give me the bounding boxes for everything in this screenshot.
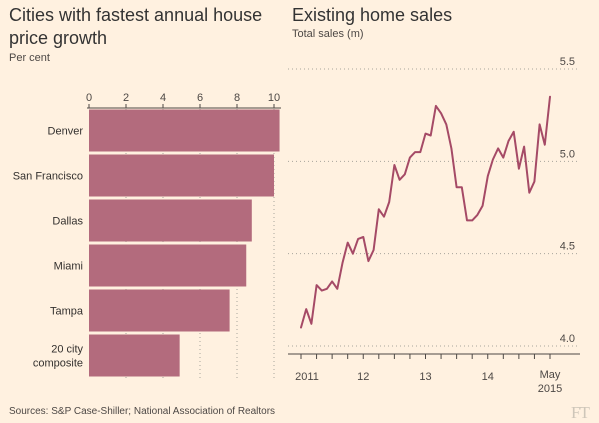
bar bbox=[89, 199, 252, 242]
line-y-tick-label: 4.0 bbox=[560, 333, 575, 345]
right-chart-subtitle: Total sales (m) bbox=[292, 28, 364, 40]
ft-logo: FT bbox=[571, 403, 590, 422]
bar-category-label: Tampa bbox=[50, 306, 84, 318]
line-x-tick-label: 14 bbox=[482, 371, 494, 383]
line-y-tick-label: 5.0 bbox=[560, 148, 575, 160]
bar bbox=[89, 109, 280, 152]
line-x-tick-label: 2011 bbox=[295, 371, 319, 383]
line-x-tick-label: 13 bbox=[419, 371, 431, 383]
bar bbox=[89, 244, 247, 287]
line-x-tick-label: 12 bbox=[357, 371, 369, 383]
left-chart-subtitle: Per cent bbox=[9, 52, 50, 64]
bar bbox=[89, 334, 180, 377]
bar bbox=[89, 154, 274, 197]
bar-category-label: Dallas bbox=[52, 216, 83, 228]
bar-category-label: 20 city bbox=[51, 344, 83, 356]
line-x-tick-label: 2015 bbox=[538, 383, 562, 395]
bar-x-tick-label: 10 bbox=[268, 92, 280, 104]
bar-category-label: San Francisco bbox=[13, 171, 83, 183]
bar-category-label: composite bbox=[33, 358, 83, 370]
series-line-existing-home-sales bbox=[300, 95, 551, 329]
bar-x-tick-label: 4 bbox=[160, 92, 166, 104]
bar-x-tick-label: 2 bbox=[123, 92, 129, 104]
line-y-tick-label: 4.5 bbox=[560, 241, 575, 253]
source-note: Sources: S&P Case-Shiller; National Asso… bbox=[9, 406, 276, 417]
left-chart-title: Cities with fastest annual house price g… bbox=[9, 5, 263, 48]
line-x-tick-label: May bbox=[540, 369, 561, 381]
bar-x-tick-label: 0 bbox=[86, 92, 92, 104]
bar-x-tick-label: 6 bbox=[197, 92, 203, 104]
bar-category-label: Denver bbox=[48, 126, 84, 138]
right-chart-title: Existing home sales bbox=[292, 5, 453, 25]
bar bbox=[89, 289, 230, 332]
bar-x-tick-label: 8 bbox=[234, 92, 240, 104]
line-y-tick-label: 5.5 bbox=[560, 56, 575, 68]
bar-category-label: Miami bbox=[54, 261, 83, 273]
